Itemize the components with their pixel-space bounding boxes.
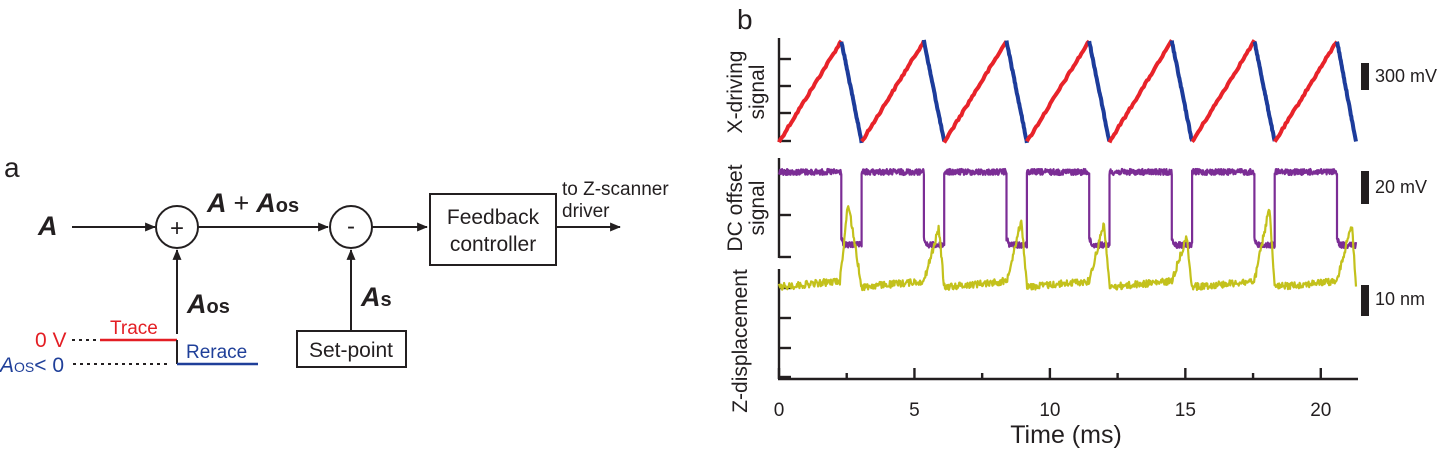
x-driving-trace-segment [1190,39,1257,143]
x-tick-label: 10 [1039,400,1060,421]
x-driving-retrace-segment [1004,40,1029,144]
negative-offset-a: A [0,354,14,377]
z-displacement-series [777,205,1358,292]
output-label-line1: to Z-scanner [562,179,669,200]
z-displacement-line [777,205,1358,292]
offset-label: Aos [186,289,230,319]
output-label-line2: driver [562,201,610,222]
feedback-controller-line1: Feedback [447,206,540,229]
x-driving-retrace-segment [1169,40,1195,142]
dc-offset-ylabel-line1: DC offset [724,164,747,251]
x-driving-retrace-segment [1252,40,1277,142]
x-driving-trace-segment [1025,39,1091,143]
panel-b-chart: b X-driving signal DC offset signal Z-di… [724,4,1437,449]
x-driving-trace-segment [860,39,926,143]
x-driving-scale-bar [1361,63,1369,90]
panel-b-label: b [737,4,753,35]
dc-offset-signal-series [777,167,1358,250]
setpoint-box [296,330,407,368]
x-tick-label: 0 [774,400,785,421]
negative-offset-subscript: OS [14,359,34,375]
summing-junction-sign: + [170,215,184,242]
x-tick-label: 5 [909,400,920,421]
x-driving-retrace-segment [839,41,864,144]
feedback-controller-line2: controller [450,233,536,256]
difference-junction-sign: - [347,213,355,240]
offset-label-a: A [186,289,207,319]
retrace-label: Rerace [186,342,247,363]
input-signal-label: A [37,211,58,241]
x-driving-retrace-segment [1335,41,1358,142]
x-tick-labels: 0 5 10 15 20 [774,400,1332,421]
dc-offset-scale-label: 20 mV [1375,177,1427,197]
x-driving-ylabel-line1: X-driving [724,51,747,134]
setpoint-box-label: Set-point [309,339,393,362]
y-ticks [779,57,791,379]
z-displacement-scale-label: 10 nm [1375,289,1425,309]
z-displacement-ylabel: Z-displacement [729,269,752,413]
x-driving-retrace-segment [921,39,947,142]
dc-offset-ylabel-line2: signal [746,181,769,236]
setpoint-label-subscript: s [381,289,392,311]
sum-output-aos-subscript: os [276,195,299,217]
sum-output-label: A + Aos [206,188,299,218]
dc-offset-scale-bar [1361,171,1369,204]
negative-offset-label: AOS< 0 [0,354,64,377]
panel-a-label: a [4,152,20,183]
x-axis-title: Time (ms) [1010,421,1122,449]
x-driving-trace-segment [942,40,1009,144]
z-displacement-scale-bar [1361,285,1369,316]
x-driving-ylabel-line2: signal [746,65,769,120]
x-ticks [777,368,1322,379]
setpoint-label-a: A [360,282,381,312]
dc-offset-signal-line [777,167,1358,250]
offset-label-subscript: os [207,296,230,318]
setpoint-amplitude-label: As [360,282,392,312]
x-driving-retrace-segment [1087,40,1112,142]
sum-output-aos: A [255,188,276,218]
x-driving-trace-segment [777,39,843,144]
trace-label: Trace [110,318,158,339]
negative-offset-rest: < 0 [34,354,64,377]
x-tick-label: 20 [1310,400,1331,421]
zero-volt-label: 0 V [35,329,67,352]
panel-a-diagram: a A + A + Aos - Feedback controller to Z-s… [0,152,669,377]
x-driving-scale-label: 300 mV [1375,66,1437,86]
sum-output-a: A [206,188,227,218]
feedback-controller-box [429,193,557,266]
sum-output-plus: + [234,188,250,218]
x-driving-signal-series [777,39,1358,144]
x-driving-trace-segment [1273,40,1339,143]
x-driving-trace-segment [1107,39,1174,144]
x-tick-label: 15 [1175,400,1196,421]
